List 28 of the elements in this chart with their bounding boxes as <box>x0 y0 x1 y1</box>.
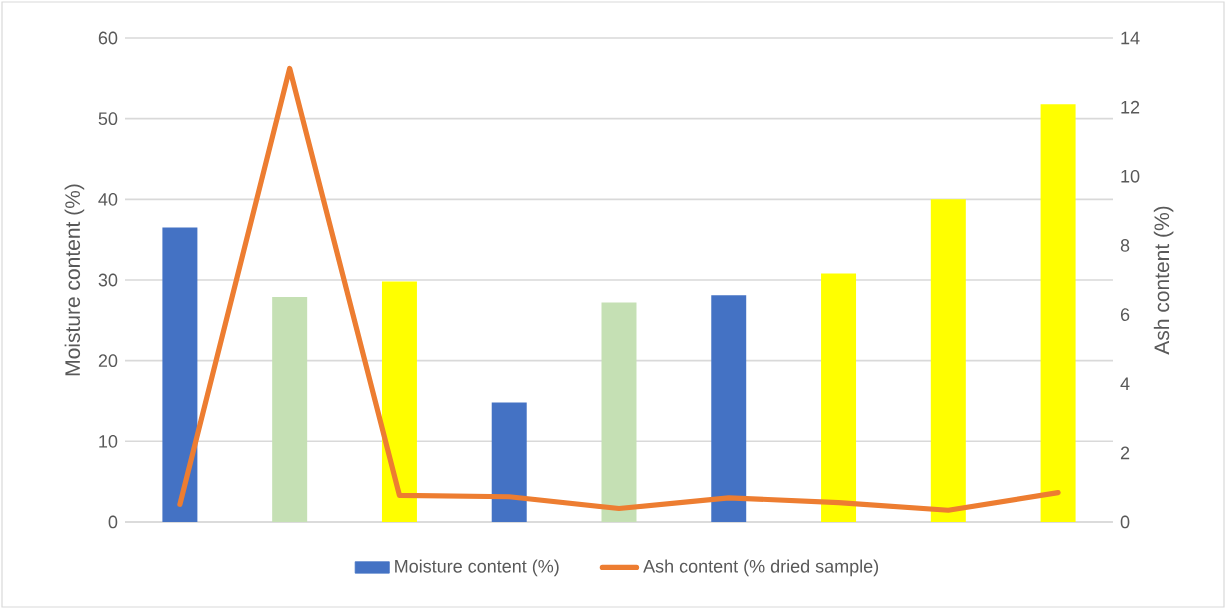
y-tick-label: 10 <box>99 434 118 448</box>
y-axis-title: Moisture content (%) <box>64 184 85 376</box>
y-tick-label: 20 <box>98 354 118 368</box>
legend-label: Moisture content (%) <box>395 559 559 577</box>
bar <box>162 227 198 522</box>
y2-tick-label: 4 <box>1120 377 1130 390</box>
bar <box>491 402 527 522</box>
y2-axis-title: Ash content (%) <box>1153 206 1174 355</box>
y2-tick-label: 2 <box>1120 446 1130 460</box>
bar <box>381 281 417 522</box>
bar <box>1040 104 1076 522</box>
y-tick-label: 40 <box>98 192 118 206</box>
bar <box>711 295 747 522</box>
y-tick-label: 0 <box>108 515 118 529</box>
bar <box>930 199 966 522</box>
bar <box>601 302 637 522</box>
y2-tick-label: 10 <box>1121 169 1140 183</box>
y2-tick-label: 6 <box>1120 308 1130 321</box>
y2-tick-label: 14 <box>1121 31 1140 45</box>
y2-tick-label: 8 <box>1120 239 1130 252</box>
y-tick-label: 60 <box>98 31 118 45</box>
y-tick-label: 50 <box>98 112 118 126</box>
y2-tick-label: 0 <box>1120 515 1130 529</box>
bar <box>821 273 857 522</box>
legend-label: Ash content (% dried sample) <box>643 559 879 577</box>
bar <box>272 296 308 522</box>
y2-tick-label: 12 <box>1121 100 1140 114</box>
y-tick-label: 30 <box>98 273 118 287</box>
